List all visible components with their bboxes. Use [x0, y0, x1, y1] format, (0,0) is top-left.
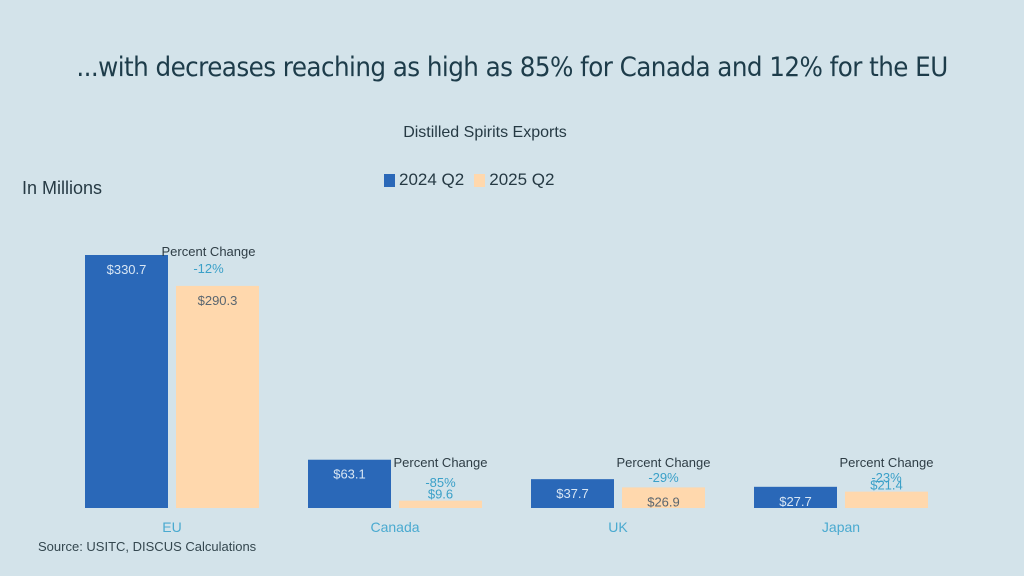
- data-label: $27.7: [779, 494, 812, 509]
- percent-change-title: Percent Change: [162, 244, 256, 259]
- category-label-canada: Canada: [370, 519, 419, 535]
- data-label: $21.4: [870, 478, 903, 493]
- category-label-eu: EU: [162, 519, 181, 535]
- data-label: $330.7: [107, 262, 147, 277]
- category-label-uk: UK: [608, 519, 628, 535]
- percent-change-title: Percent Change: [617, 455, 711, 470]
- data-label: $290.3: [198, 293, 238, 308]
- chart-legend: 2024 Q2 2025 Q2: [384, 170, 564, 190]
- legend-label-2025: 2025 Q2: [489, 170, 555, 189]
- percent-change-value: -85%: [425, 475, 456, 490]
- data-label: $26.9: [647, 494, 680, 509]
- data-label: $9.6: [428, 487, 453, 502]
- legend-swatch-2024: [384, 173, 395, 187]
- bar-canada-2024-q2: [308, 459, 391, 508]
- percent-change-title: Percent Change: [840, 455, 934, 470]
- bar-uk-2024-q2: [531, 479, 614, 508]
- bar-uk-2025-q2: [622, 487, 705, 508]
- bar-japan-2025-q2: [845, 491, 928, 508]
- legend-item-2024: 2024 Q2: [384, 170, 464, 190]
- legend-label-2024: 2024 Q2: [399, 170, 465, 189]
- bar-canada-2025-q2: [399, 500, 482, 508]
- bar-japan-2024-q2: [754, 486, 837, 508]
- percent-change-value: -29%: [648, 470, 679, 485]
- data-label: $63.1: [333, 467, 366, 482]
- percent-change-value: -23%: [871, 470, 902, 485]
- legend-item-2025: 2025 Q2: [474, 170, 554, 190]
- percent-change-value: -12%: [193, 261, 224, 276]
- percent-change-title: Percent Change: [394, 455, 488, 470]
- category-label-japan: Japan: [822, 519, 860, 535]
- data-label: $37.7: [556, 486, 589, 501]
- units-label: In Millions: [22, 178, 103, 198]
- source-note: Source: USITC, DISCUS Calculations: [38, 539, 257, 554]
- slide-headline: ...with decreases reaching as high as 85…: [76, 52, 948, 83]
- bar-eu-2024-q2: [85, 255, 168, 508]
- legend-swatch-2025: [474, 173, 486, 187]
- bar-eu-2025-q2: [176, 285, 259, 508]
- chart-title: Distilled Spirits Exports: [403, 124, 567, 141]
